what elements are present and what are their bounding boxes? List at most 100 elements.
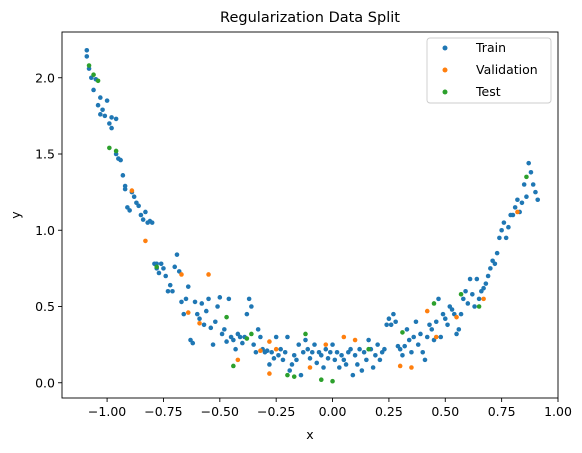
train-point bbox=[406, 337, 412, 343]
train-point bbox=[100, 107, 105, 113]
train-point bbox=[409, 349, 414, 355]
train-point bbox=[474, 276, 480, 282]
train-point bbox=[174, 252, 180, 257]
train-point bbox=[258, 334, 263, 340]
train-point bbox=[249, 304, 254, 309]
train-point bbox=[384, 322, 389, 328]
train-point bbox=[120, 173, 126, 178]
validation-point bbox=[323, 342, 329, 347]
validation-point bbox=[352, 337, 358, 343]
train-point bbox=[233, 346, 238, 352]
train-point bbox=[136, 203, 141, 209]
validation-point bbox=[267, 371, 272, 376]
train-point bbox=[359, 368, 365, 373]
train-point bbox=[325, 356, 331, 361]
legend: Train Validation Test bbox=[426, 37, 552, 104]
points-layer bbox=[84, 48, 541, 384]
y-tick-label: 1.5 bbox=[35, 147, 55, 162]
train-point bbox=[179, 299, 184, 305]
validation-point bbox=[185, 310, 191, 315]
train-point bbox=[143, 209, 148, 215]
train-point bbox=[206, 296, 211, 302]
train-point bbox=[109, 125, 114, 131]
validation-point bbox=[179, 272, 184, 277]
train-point bbox=[519, 200, 525, 206]
legend-marker-test bbox=[442, 89, 448, 95]
x-tick-label: 0.50 bbox=[431, 404, 459, 419]
validation-point bbox=[433, 334, 439, 340]
train-point bbox=[433, 319, 439, 325]
train-point bbox=[140, 217, 146, 222]
train-point bbox=[102, 113, 108, 119]
train-point bbox=[303, 337, 308, 343]
train-point bbox=[291, 353, 297, 358]
train-point bbox=[203, 308, 209, 314]
train-point bbox=[386, 316, 392, 322]
train-point bbox=[199, 301, 205, 306]
test-point bbox=[458, 292, 464, 297]
x-axis-label: x bbox=[306, 427, 313, 442]
chart-title: Regularization Data Split bbox=[220, 10, 400, 26]
train-point bbox=[208, 325, 214, 331]
validation-point bbox=[341, 334, 347, 340]
validation-point bbox=[273, 346, 279, 352]
x-tick-label: 1.00 bbox=[544, 404, 572, 419]
train-point bbox=[213, 319, 218, 325]
train-point bbox=[276, 353, 281, 358]
plot-frame bbox=[61, 31, 559, 399]
train-point bbox=[415, 342, 421, 347]
legend-label-validation: Validation bbox=[476, 62, 538, 77]
y-axis-label: y bbox=[8, 211, 23, 219]
test-point bbox=[113, 148, 119, 154]
train-point bbox=[411, 334, 417, 340]
train-point bbox=[289, 362, 295, 367]
train-point bbox=[357, 346, 362, 352]
x-tick-label: −1.00 bbox=[88, 404, 126, 419]
test-point bbox=[224, 314, 229, 320]
train-point bbox=[161, 266, 166, 271]
train-point bbox=[397, 346, 403, 352]
train-point bbox=[418, 331, 423, 337]
train-point bbox=[402, 343, 407, 349]
train-point bbox=[533, 189, 538, 195]
train-point bbox=[192, 299, 198, 305]
train-point bbox=[104, 98, 110, 103]
train-point bbox=[237, 334, 243, 340]
train-point bbox=[271, 356, 277, 361]
train-point bbox=[185, 284, 191, 289]
validation-point bbox=[307, 365, 313, 370]
train-point bbox=[510, 212, 516, 218]
train-point bbox=[323, 346, 329, 352]
train-point bbox=[231, 337, 236, 343]
train-point bbox=[341, 357, 347, 363]
train-point bbox=[314, 360, 320, 366]
validation-point bbox=[454, 314, 459, 320]
train-point bbox=[165, 288, 171, 294]
validation-point bbox=[409, 365, 414, 370]
validation-point bbox=[235, 357, 241, 363]
train-point bbox=[95, 102, 101, 108]
train-point bbox=[294, 357, 299, 363]
train-point bbox=[273, 334, 279, 340]
x-tick-label: −0.50 bbox=[201, 404, 239, 419]
train-point bbox=[224, 339, 229, 344]
train-point bbox=[370, 365, 376, 370]
validation-point bbox=[267, 339, 272, 344]
train-point bbox=[470, 292, 475, 297]
train-point bbox=[305, 346, 311, 352]
train-point bbox=[501, 220, 507, 225]
train-point bbox=[183, 296, 189, 302]
y-axis: 0.0 0.5 1.0 1.5 2.0 bbox=[35, 70, 62, 390]
train-point bbox=[330, 342, 335, 347]
train-point bbox=[197, 316, 202, 322]
train-point bbox=[524, 194, 529, 199]
train-point bbox=[118, 157, 123, 163]
train-point bbox=[181, 311, 187, 317]
train-point bbox=[528, 170, 534, 175]
train-point bbox=[156, 270, 162, 276]
test-point bbox=[86, 63, 92, 68]
validation-point bbox=[258, 348, 263, 354]
x-tick-label: −0.75 bbox=[144, 404, 182, 419]
train-point bbox=[307, 356, 313, 361]
